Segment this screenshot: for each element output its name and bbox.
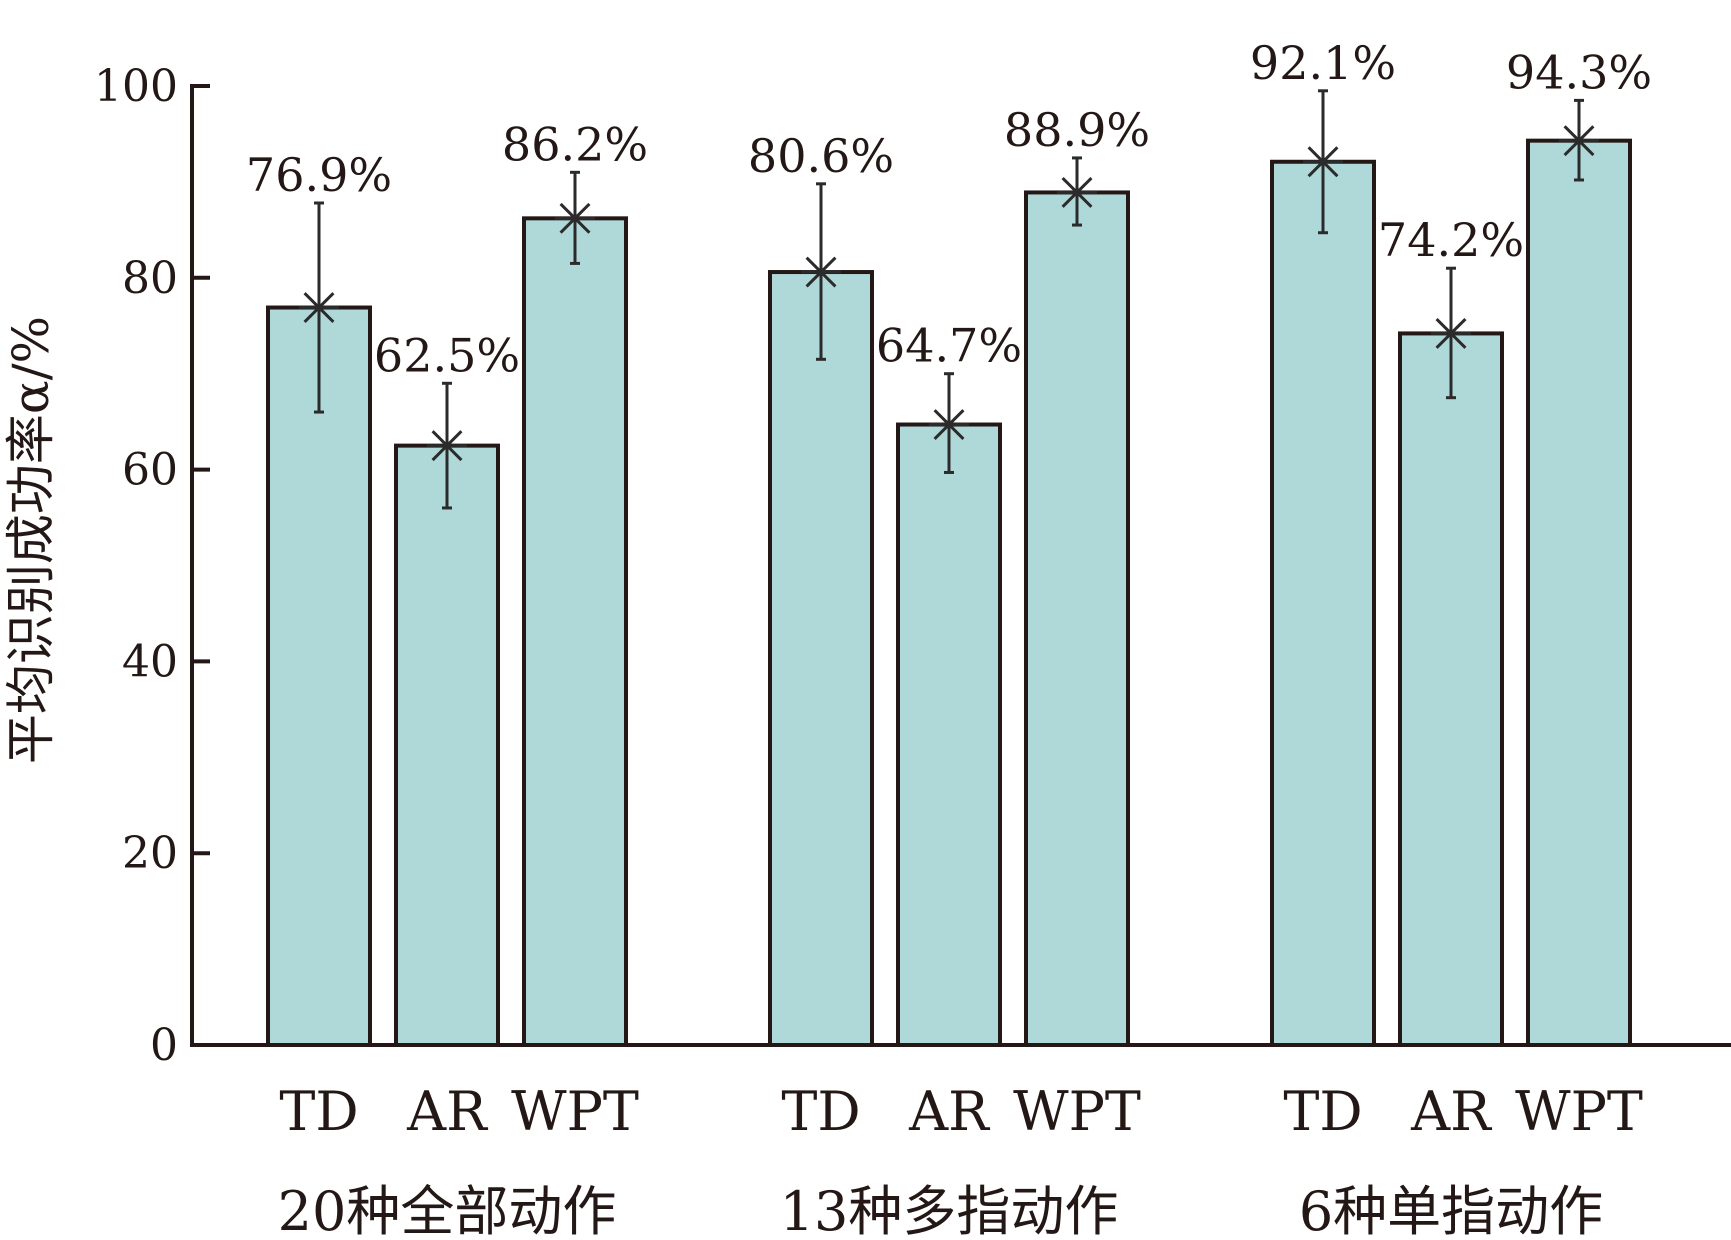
x-axis-labels: TD AR WPT 20种全部动作 TD AR WPT 13种多指动作 TD AR WPT 6种单指动… — [278, 1080, 1643, 1240]
mean-marker — [299, 292, 339, 323]
value-labels: 76.9% 62.5% 86.2% 80.6% 64.7% 88.9% 92.1% 74.2%… — [246, 36, 1652, 382]
bar-wpt — [1024, 190, 1130, 1048]
y-tick-label: 100 — [94, 61, 178, 112]
category-label: WPT — [1013, 1080, 1141, 1143]
mean-marker — [1303, 146, 1343, 178]
group-label: 6种单指动作 — [1299, 1180, 1603, 1240]
mean-marker — [1559, 125, 1599, 157]
bar-ar — [896, 422, 1002, 1048]
mean-marker — [427, 430, 467, 462]
bar-ar — [1398, 331, 1504, 1047]
bar-wpt — [522, 216, 628, 1048]
y-tick-label: 60 — [122, 445, 178, 496]
bar-value-label: 80.6% — [748, 129, 894, 183]
mean-marker — [801, 256, 841, 288]
category-label: WPT — [1515, 1080, 1643, 1143]
bar-value-label: 94.3% — [1506, 45, 1652, 99]
group-label: 20种全部动作 — [278, 1180, 617, 1240]
category-label: AR — [1410, 1080, 1492, 1143]
y-tick-label: 40 — [122, 636, 178, 687]
error-bars — [299, 89, 1599, 510]
bar-td — [768, 270, 874, 1047]
group-label: 13种多指动作 — [780, 1180, 1119, 1240]
bar-td — [266, 305, 372, 1047]
mean-marker — [1431, 317, 1471, 349]
category-label: TD — [279, 1080, 358, 1143]
category-label: TD — [781, 1080, 860, 1143]
y-axis-title: 平均识别成功率α/% — [2, 316, 60, 764]
bar-td — [1270, 159, 1376, 1048]
category-label: AR — [908, 1080, 990, 1143]
mean-marker — [929, 409, 969, 440]
y-tick-label: 0 — [150, 1020, 178, 1071]
mean-marker — [1057, 176, 1097, 208]
bar-value-label: 86.2% — [502, 117, 648, 171]
mean-marker — [555, 202, 595, 234]
category-label: WPT — [511, 1080, 639, 1143]
category-label: AR — [406, 1080, 488, 1143]
bar-value-label: 92.1% — [1250, 36, 1396, 90]
bar-value-label: 74.2% — [1378, 213, 1524, 267]
bar-value-label: 62.5% — [374, 328, 520, 382]
bar-value-label: 88.9% — [1004, 103, 1150, 157]
y-tick-label: 80 — [122, 253, 178, 304]
bar-value-label: 64.7% — [876, 319, 1022, 373]
category-label: TD — [1283, 1080, 1362, 1143]
bar-wpt — [1526, 138, 1632, 1047]
bar-value-label: 76.9% — [246, 148, 392, 202]
bar-ar — [394, 443, 500, 1047]
y-tick-label: 20 — [122, 828, 178, 879]
bars — [266, 138, 1632, 1048]
